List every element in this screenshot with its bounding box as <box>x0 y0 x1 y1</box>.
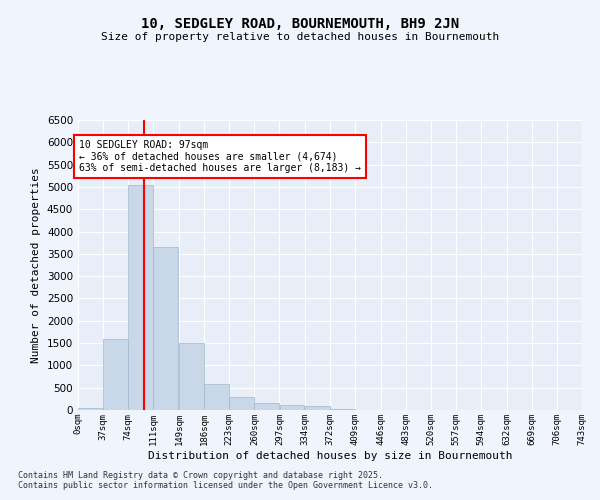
Text: Contains HM Land Registry data © Crown copyright and database right 2025.: Contains HM Land Registry data © Crown c… <box>18 470 383 480</box>
Bar <box>78 408 103 410</box>
Text: Contains public sector information licensed under the Open Government Licence v3: Contains public sector information licen… <box>18 480 433 490</box>
Bar <box>280 405 304 410</box>
Text: 10 SEDGLEY ROAD: 97sqm
← 36% of detached houses are smaller (4,674)
63% of semi-: 10 SEDGLEY ROAD: 97sqm ← 36% of detached… <box>79 140 361 173</box>
Bar <box>204 384 229 410</box>
Bar <box>179 343 204 410</box>
Y-axis label: Number of detached properties: Number of detached properties <box>31 167 41 363</box>
X-axis label: Distribution of detached houses by size in Bournemouth: Distribution of detached houses by size … <box>148 450 512 460</box>
Bar <box>254 403 280 410</box>
Bar <box>331 408 355 410</box>
Bar <box>128 184 153 410</box>
Bar <box>154 247 178 410</box>
Text: Size of property relative to detached houses in Bournemouth: Size of property relative to detached ho… <box>101 32 499 42</box>
Bar <box>229 396 254 410</box>
Bar <box>305 406 329 410</box>
Text: 10, SEDGLEY ROAD, BOURNEMOUTH, BH9 2JN: 10, SEDGLEY ROAD, BOURNEMOUTH, BH9 2JN <box>141 18 459 32</box>
Bar <box>103 338 128 410</box>
